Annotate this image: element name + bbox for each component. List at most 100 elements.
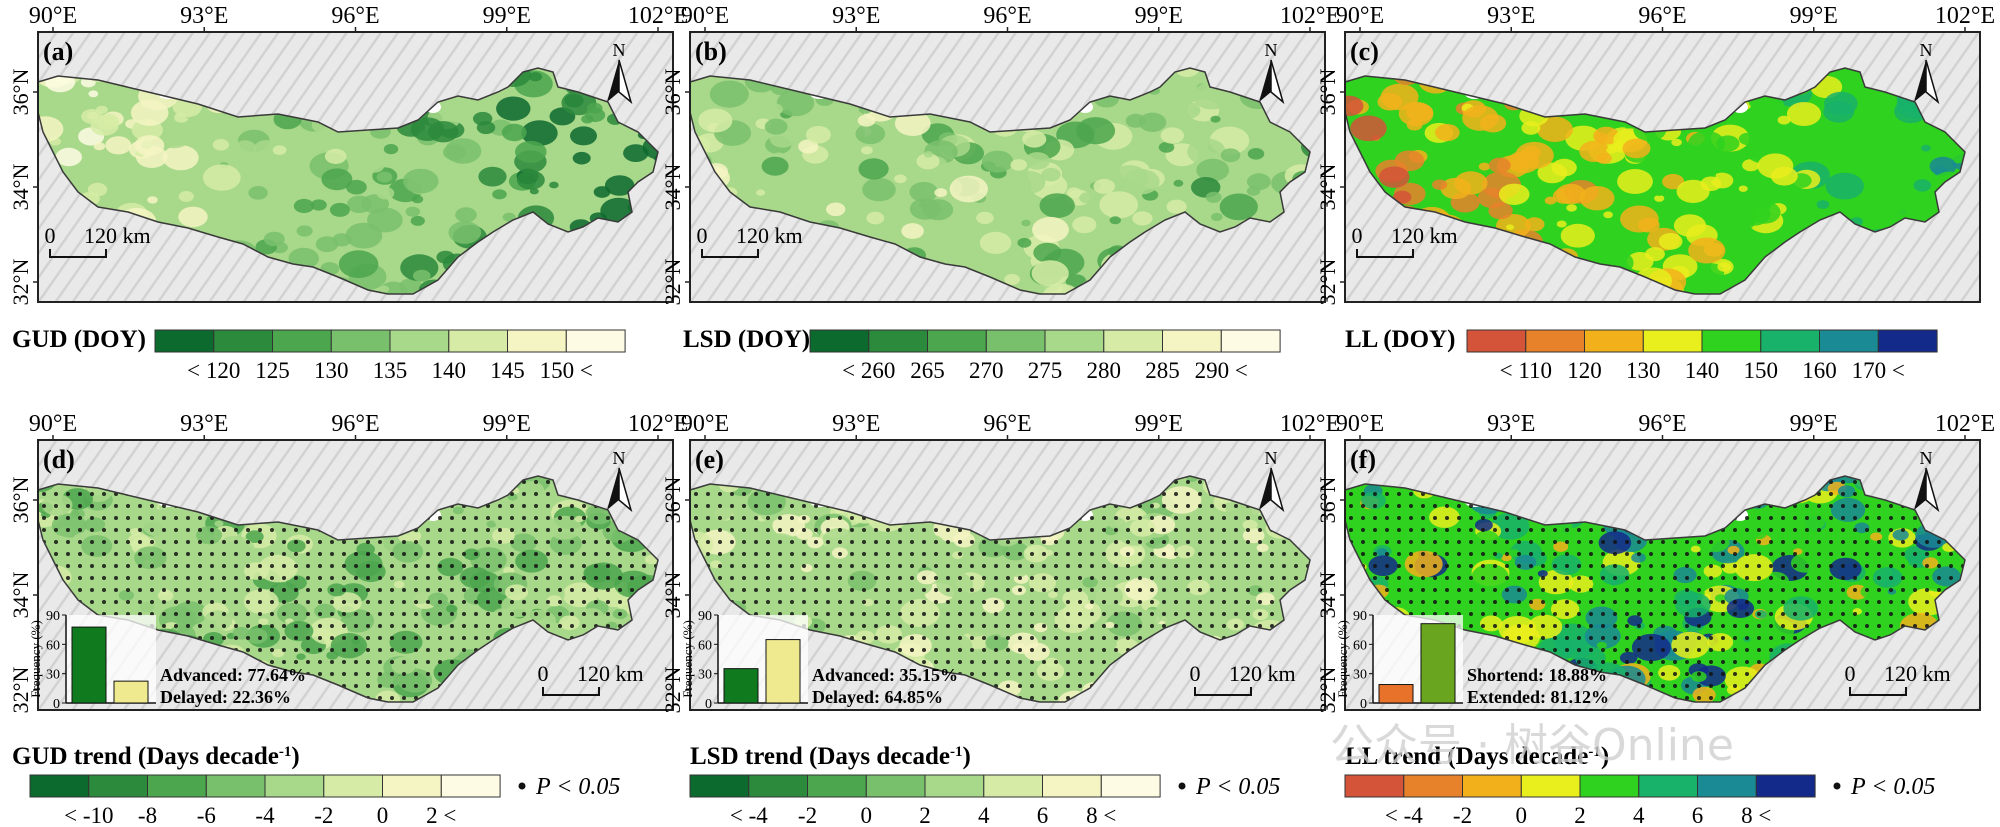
lon-label: 90°E: [1336, 3, 1384, 29]
scale-bar: 0 120 km: [1190, 661, 1296, 696]
legend-swatch: [1462, 774, 1522, 798]
legend-tick-label: 275: [1028, 358, 1063, 383]
lat-label: 32°N: [8, 259, 33, 306]
inset-tick-label: 90: [698, 609, 712, 624]
legend-swatch: [1103, 329, 1164, 353]
lon-label: 99°E: [483, 3, 531, 29]
inset-text-2: Delayed: 64.85%: [812, 687, 943, 707]
inset-tick-label: 60: [698, 638, 712, 653]
legend-p-label: P < 0.05: [535, 774, 620, 800]
legend-swatch: [330, 329, 391, 353]
map-panel-d: 90°E 93°E 96°E 99°E 102°E 36°N 34°N 32°N (d) N 0 12…: [8, 411, 688, 713]
legend-swatch: [1344, 774, 1405, 798]
legend-swatch: [1162, 329, 1222, 353]
legend-swatch: [1579, 774, 1640, 798]
legend-swatch: [1877, 329, 1938, 353]
legend-swatch: [88, 774, 149, 798]
legend-tick-label: 125: [255, 358, 290, 383]
significance-dot-icon: [1833, 782, 1841, 790]
legend-swatch: [205, 774, 266, 798]
legend-swatch: [1697, 774, 1757, 798]
legend-gudtrend: GUD trend (Days decade-1) < -10 -8 -6 -4 -2 0 2…: [12, 743, 620, 827]
inset-ylabel: Frequency (%): [1335, 620, 1350, 698]
watermark: 公众号 · 树谷Online: [1330, 720, 1734, 771]
map-panel-a: 90°E 93°E 96°E 99°E 102°E 36°N 34°N 32°N (a) N 0 12…: [8, 3, 688, 306]
inset-tick-label: 0: [705, 697, 712, 712]
legend-swatch: [1760, 329, 1821, 353]
lon-label: 93°E: [180, 411, 228, 437]
lon-label: 90°E: [29, 411, 77, 437]
legend-swatch: [985, 329, 1046, 353]
scale-zero: 0: [45, 223, 56, 248]
legend-swatch: [748, 774, 809, 798]
inset-tick-label: 30: [46, 668, 60, 683]
legend-tick-label: 285: [1145, 358, 1180, 383]
region-outline: [689, 67, 1311, 295]
legend-swatch: [1638, 774, 1699, 798]
north-arrow-icon: N: [1914, 448, 1940, 513]
inset-text-2: Delayed: 22.36%: [160, 687, 291, 707]
legend-swatch: [809, 329, 870, 353]
legend-swatch: [272, 329, 332, 353]
legend-title: GUD trend (Days decade-1): [12, 743, 300, 770]
legend-tick-label: 140: [1685, 358, 1720, 383]
lon-label: 102°E: [1280, 411, 1340, 437]
legend-tick-label: 4: [1633, 803, 1645, 827]
legend-swatch: [323, 774, 384, 798]
inset-ylabel: Frequency (%): [28, 620, 43, 698]
legend-tick-label: 130: [1626, 358, 1661, 383]
inset-tick-label: 30: [1353, 668, 1367, 683]
legend-tick-label: < -4: [730, 803, 768, 827]
region-outline: [37, 475, 659, 703]
lon-label: 96°E: [983, 411, 1031, 437]
lon-label: 99°E: [1790, 411, 1838, 437]
legend-tick-label: < 120: [187, 358, 240, 383]
legend-swatch: [1701, 329, 1762, 353]
legend-tick-label: 4: [978, 803, 990, 827]
legend-title: LL trend (Days decade-1): [1345, 743, 1609, 770]
lon-label: 93°E: [1487, 3, 1535, 29]
north-arrow-icon: N: [607, 448, 633, 513]
inset-text-1: Shortend: 18.88%: [1467, 665, 1607, 685]
lon-label: 102°E: [628, 411, 688, 437]
legend-tick-label: 8 <: [1741, 803, 1771, 827]
lon-label: 99°E: [1135, 3, 1183, 29]
legend-swatch: [147, 774, 207, 798]
lat-label: 32°N: [660, 667, 685, 714]
region-outline: [689, 475, 1311, 703]
legend-tick-label: 6: [1037, 803, 1049, 827]
legend-swatch: [154, 329, 215, 353]
legend-swatch: [382, 774, 442, 798]
legend-swatch: [1584, 329, 1644, 353]
legend-tick-label: -4: [255, 803, 275, 827]
legend-tick-label: 265: [910, 358, 945, 383]
legend-swatch: [1042, 774, 1102, 798]
north-label: N: [613, 448, 626, 468]
lat-label: 34°N: [660, 572, 685, 619]
inset-bar-extended: [1420, 623, 1456, 704]
scale-zero: 0: [697, 223, 708, 248]
legend-ll: LL (DOY) < 110 120 130 140 150 160 170 <: [1345, 326, 1938, 383]
lat-label: 36°N: [1315, 69, 1340, 116]
lat-label: 34°N: [1315, 164, 1340, 211]
lat-label: 36°N: [8, 69, 33, 116]
lon-label: 99°E: [1135, 411, 1183, 437]
legend-swatch: [1819, 329, 1879, 353]
legend-title: GUD (DOY): [12, 326, 146, 353]
legend-swatch: [983, 774, 1044, 798]
legend-tick-label: 0: [861, 803, 873, 827]
inset-tick-label: 30: [698, 668, 712, 683]
legend-tick-label: 135: [373, 358, 408, 383]
scale-distance: 120 km: [1884, 661, 1951, 686]
inset-text-2: Extended: 81.12%: [1467, 687, 1609, 707]
lat-label: 32°N: [660, 259, 685, 306]
region-outline: [37, 67, 659, 295]
region-outline: [1344, 67, 1966, 295]
lat-label: 36°N: [8, 477, 33, 524]
scale-distance: 120 km: [84, 223, 151, 248]
lon-label: 102°E: [628, 3, 688, 29]
legend-tick-label: 2 <: [426, 803, 456, 827]
map-panel-f: 90°E 93°E 96°E 99°E 102°E 36°N 34°N 32°N (f) N 0 12…: [1315, 411, 1995, 713]
